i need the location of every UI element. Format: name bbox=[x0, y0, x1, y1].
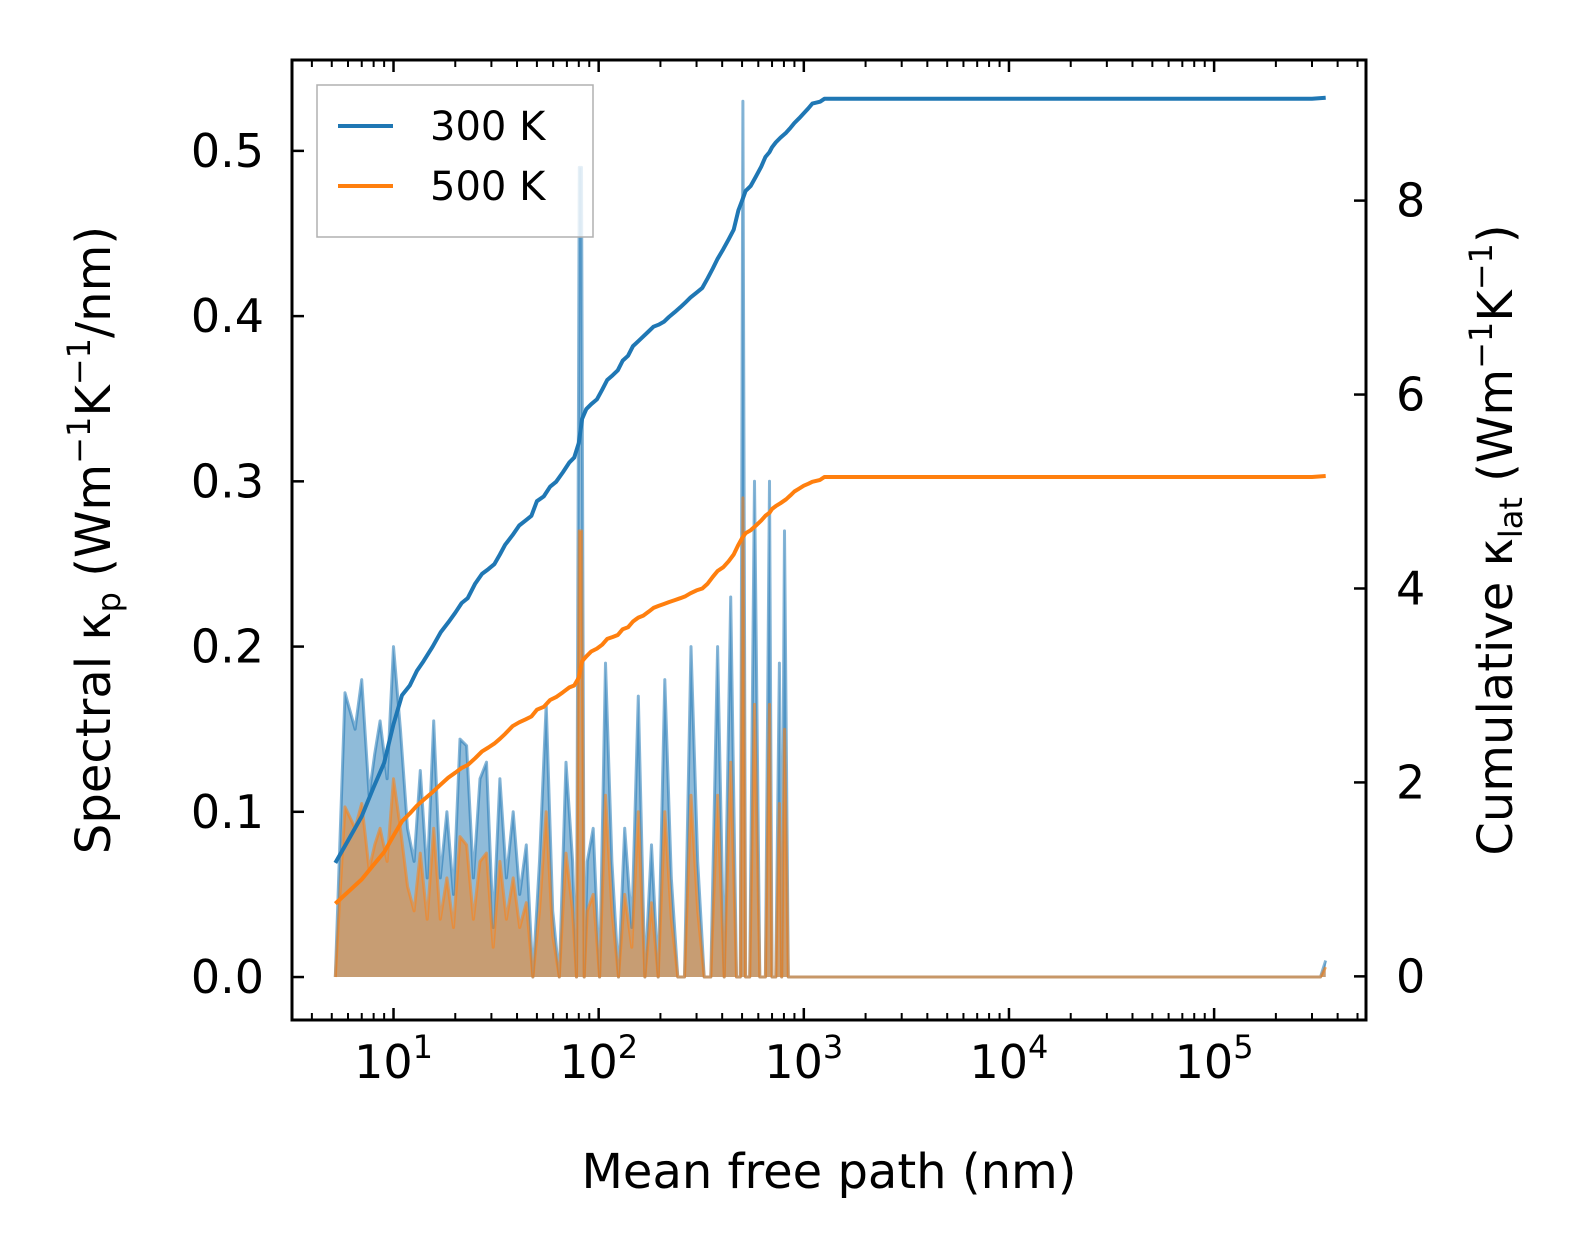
spectral-line-500k bbox=[333, 496, 1328, 979]
x-tick-label: 101 bbox=[354, 1028, 433, 1089]
y-right-tick-label: 2 bbox=[1396, 755, 1425, 809]
cumulative-line-300k bbox=[333, 95, 1326, 864]
x-tick-label: 103 bbox=[764, 1028, 843, 1089]
y-right-tick-label: 0 bbox=[1396, 949, 1425, 1003]
y-right-tick-label: 6 bbox=[1396, 368, 1425, 422]
plot-frame bbox=[290, 58, 1368, 1022]
y-left-tick-label: 0.1 bbox=[191, 785, 264, 839]
legend-label-500k: 500 K bbox=[430, 164, 547, 210]
y-axis-left-label: Spectral κp (Wm−1K−1/nm) bbox=[60, 226, 128, 854]
y-left-tick-label: 0.0 bbox=[191, 950, 264, 1004]
x-axis-label: Mean free path (nm) bbox=[582, 1144, 1077, 1200]
y-right-tick-label: 8 bbox=[1396, 174, 1425, 228]
axis-ticks: 101 102 103 104 105 0.0 0.1 0.2 0.3 0.4 0.5 0 2 4 6 8 bbox=[191, 60, 1425, 1089]
y-left-tick-label: 0.4 bbox=[191, 289, 264, 343]
legend-label-300k: 300 K bbox=[430, 104, 547, 150]
legend-box bbox=[316, 84, 594, 238]
plot-area bbox=[333, 95, 1328, 979]
y-left-tick-label: 0.2 bbox=[191, 620, 264, 674]
x-tick-label: 102 bbox=[559, 1028, 638, 1089]
y-left-tick-label: 0.5 bbox=[191, 124, 264, 178]
x-tick-label: 105 bbox=[1175, 1028, 1254, 1089]
y-left-tick-label: 0.3 bbox=[191, 454, 264, 508]
x-tick-label: 104 bbox=[970, 1028, 1049, 1089]
y-axis-right-label: Cumulative κlat (Wm−1K−1) bbox=[1462, 224, 1530, 855]
legend: 300 K 500 K bbox=[316, 84, 594, 238]
cumulative-line-500k bbox=[333, 474, 1326, 906]
y-right-tick-label: 4 bbox=[1396, 561, 1425, 615]
